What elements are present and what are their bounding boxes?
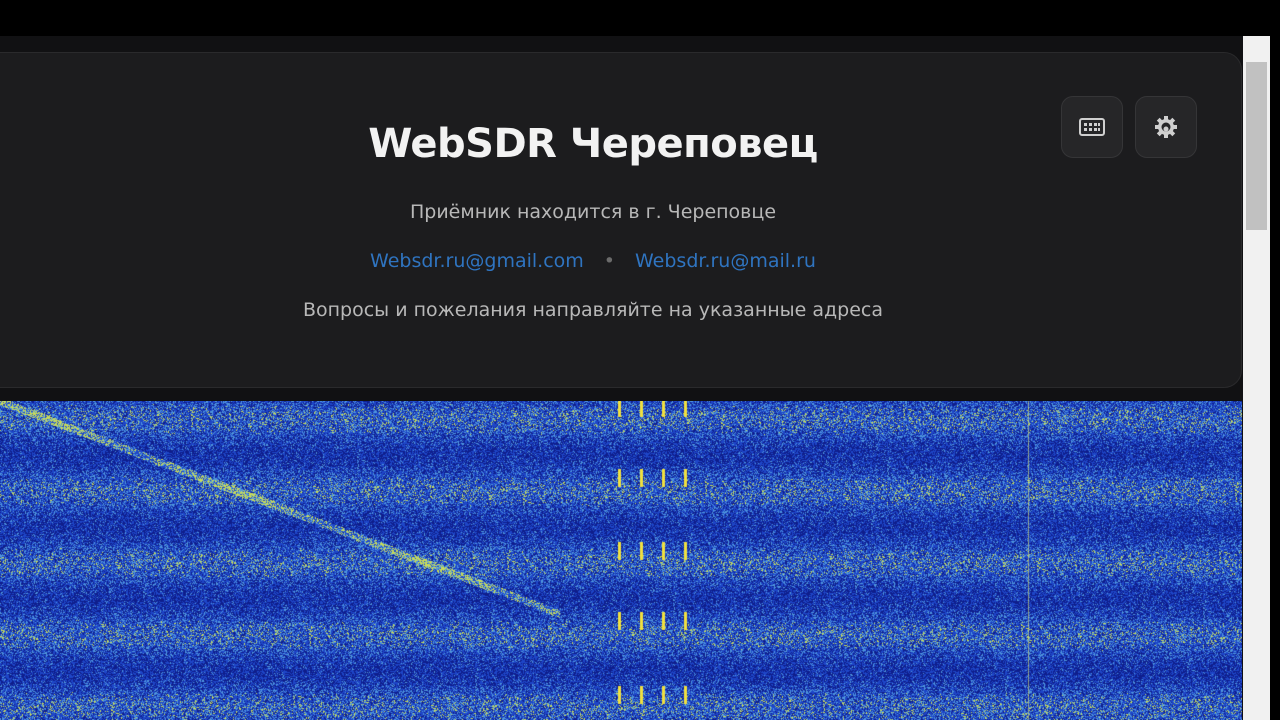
scrollbar[interactable] (1243, 36, 1270, 720)
scrollbar-thumb[interactable] (1246, 62, 1267, 230)
waterfall-display[interactable] (0, 401, 1242, 720)
subtitle: Приёмник находится в г. Череповце (409, 201, 777, 223)
separator: • (603, 250, 615, 272)
page-title: WebSDR Череповец (368, 121, 818, 167)
contact-note: Вопросы и пожелания направляйте на указа… (302, 299, 884, 321)
keyboard-icon (1079, 118, 1105, 136)
gear-icon (1155, 116, 1177, 138)
settings-button[interactable] (1135, 96, 1197, 158)
top-bar (0, 0, 1280, 36)
contact-links: Websdr.ru@gmail.com • Websdr.ru@mail.ru (0, 250, 1205, 272)
keyboard-button[interactable] (1061, 96, 1123, 158)
header-panel: WebSDR Череповец Приёмник находится в г.… (0, 52, 1242, 388)
email-link-mail[interactable]: Websdr.ru@mail.ru (635, 250, 816, 272)
email-link-gmail[interactable]: Websdr.ru@gmail.com (370, 250, 584, 272)
